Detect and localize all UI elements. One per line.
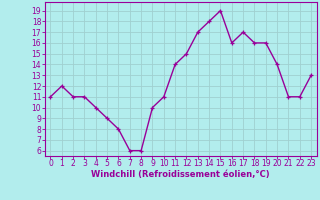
X-axis label: Windchill (Refroidissement éolien,°C): Windchill (Refroidissement éolien,°C) — [92, 170, 270, 179]
